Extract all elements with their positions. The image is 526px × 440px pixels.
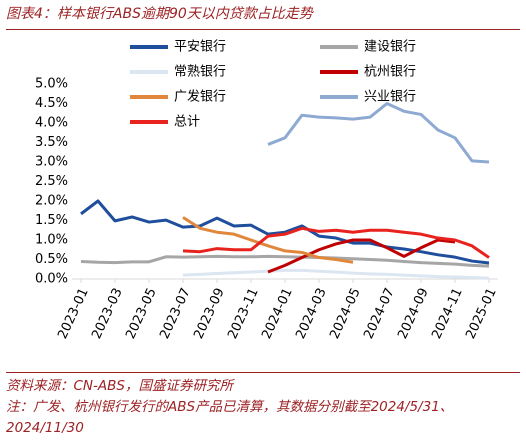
x-tick-label: 2023-11 [225, 286, 262, 342]
series-line [80, 254, 490, 268]
series-line [182, 216, 354, 264]
series-line [267, 238, 456, 274]
x-tick-label: 2024-03 [293, 286, 330, 342]
legend-label: 杭州银行 [364, 65, 416, 80]
y-tick-label: 0.0% [35, 272, 68, 287]
chart-title: 图表4：样本银行ABS逾期90天以内贷款占比走势 [6, 3, 520, 30]
x-tick-label: 2023-03 [89, 286, 126, 342]
x-tick-label: 2023-07 [157, 286, 194, 342]
legend-label: 兴业银行 [364, 90, 416, 105]
x-tick-label: 2024-05 [327, 286, 364, 342]
series-line [182, 226, 490, 259]
x-tick-label: 2025-01 [463, 286, 500, 342]
y-tick-label: 5.0% [35, 77, 68, 92]
chart: 0.0% 0.5% 1.0% 1.5% 2.0% 2.5% 3.0% 3.5% 4.0% 4.5%… [35, 40, 500, 342]
notes: 资料来源：CN-ABS，国盛证券研究所 注：广发、杭州银行发行的ABS产品已清算… [6, 372, 520, 439]
y-tick-label: 2.0% [35, 194, 68, 209]
x-tick-label: 2024-07 [361, 286, 398, 342]
x-tick-label: 2024-11 [429, 286, 466, 342]
x-tick-label: 2024-01 [259, 286, 296, 342]
y-tick-label: 3.0% [35, 155, 68, 170]
y-tick-label: 4.0% [35, 116, 68, 131]
x-tick-label: 2023-09 [191, 286, 228, 342]
y-tick-label: 1.5% [35, 213, 68, 228]
source: 资料来源：CN-ABS，国盛证券研究所 [6, 378, 233, 394]
note: 注：广发、杭州银行发行的ABS产品已清算，其数据分别截至2024/5/31、20… [6, 399, 454, 436]
legend-label: 总计 [174, 115, 200, 130]
x-tick-label: 2023-05 [123, 286, 160, 342]
legend-label: 常熟银行 [174, 64, 226, 80]
y-tick-label: 4.5% [35, 96, 68, 111]
y-tick-label: 0.5% [35, 252, 68, 267]
legend-label: 广发银行 [174, 89, 226, 105]
y-tick-label: 1.0% [35, 233, 68, 248]
series-line [182, 268, 490, 280]
x-tick-label: 2024-09 [395, 286, 432, 342]
legend-label: 建设银行 [364, 40, 416, 55]
x-tick-label: 2023-01 [55, 286, 92, 342]
legend-label: 平安银行 [174, 40, 226, 55]
y-tick-label: 3.5% [35, 135, 68, 150]
series-line [80, 199, 490, 265]
series-line [267, 102, 490, 164]
y-tick-label: 2.5% [35, 174, 68, 189]
